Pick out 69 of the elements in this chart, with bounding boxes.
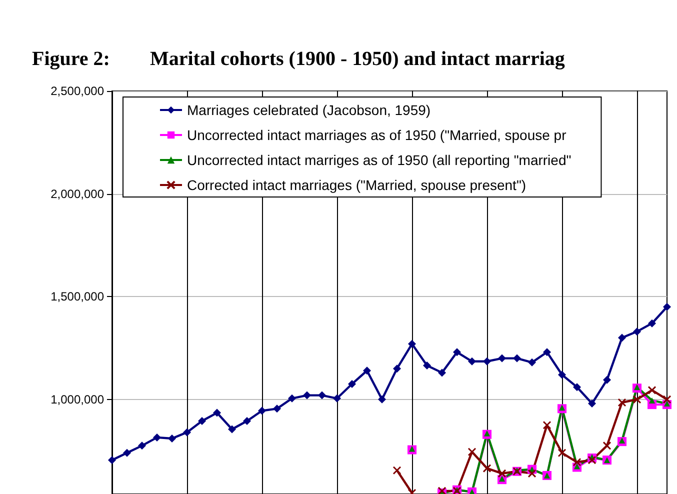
point [123, 448, 131, 457]
point [634, 384, 640, 390]
point [213, 408, 221, 417]
point [393, 364, 401, 373]
point [363, 366, 371, 375]
legend-label: Uncorrected intact marriages as of 1950 ("Married, spouse pr [187, 127, 567, 143]
point [662, 395, 672, 404]
point [663, 302, 671, 311]
point [438, 368, 446, 377]
point [543, 348, 551, 356]
point [528, 469, 536, 478]
point [649, 397, 655, 404]
point [183, 428, 191, 436]
point [453, 348, 461, 356]
point [392, 466, 402, 475]
y-tick-label: 1,000,000 [50, 392, 104, 406]
point [499, 476, 505, 482]
point [498, 469, 506, 478]
point [423, 361, 431, 370]
point [574, 463, 580, 470]
point [468, 448, 476, 456]
y-tick-label: 1,500,000 [50, 290, 104, 304]
point [138, 442, 146, 450]
point [588, 400, 596, 408]
point [348, 380, 356, 388]
point [378, 395, 386, 404]
legend-label: Uncorrected intact marriges as of 1950 (all reporting "married" [187, 152, 572, 168]
point [528, 358, 536, 366]
point [333, 394, 341, 402]
point [258, 406, 266, 415]
point [572, 458, 582, 466]
point [198, 417, 206, 426]
point [542, 420, 552, 430]
point [273, 404, 281, 413]
point [483, 357, 491, 366]
point [228, 425, 236, 434]
point [168, 434, 176, 442]
point [303, 391, 311, 400]
point [108, 456, 116, 464]
point [603, 376, 611, 384]
point [632, 395, 642, 404]
point [409, 446, 415, 452]
legend-label: Marriages celebrated (Jacobson, 1959) [187, 102, 431, 118]
point [558, 448, 566, 458]
point [468, 357, 476, 366]
y-tick-label: 2,500,000 [50, 84, 104, 98]
point [288, 394, 296, 402]
chart-title: Figure 2: Marital cohorts (1900 - 1950) and intact marriag [32, 48, 565, 70]
point [618, 398, 626, 407]
point [482, 464, 492, 473]
point [153, 433, 161, 442]
point [618, 334, 626, 342]
point [648, 386, 656, 394]
point [602, 441, 612, 450]
point [498, 354, 506, 362]
point [558, 370, 566, 379]
point [559, 404, 565, 411]
point [573, 383, 581, 392]
point [664, 400, 670, 407]
y-tick-label: 2,000,000 [50, 186, 104, 201]
point [633, 328, 641, 336]
point [619, 438, 625, 444]
point [318, 391, 326, 400]
point [484, 430, 490, 436]
point [243, 417, 251, 426]
point [648, 319, 656, 328]
point [513, 354, 521, 362]
point [408, 340, 416, 348]
legend-label: Corrected intact marriages ("Married, spouse present") [187, 177, 526, 193]
